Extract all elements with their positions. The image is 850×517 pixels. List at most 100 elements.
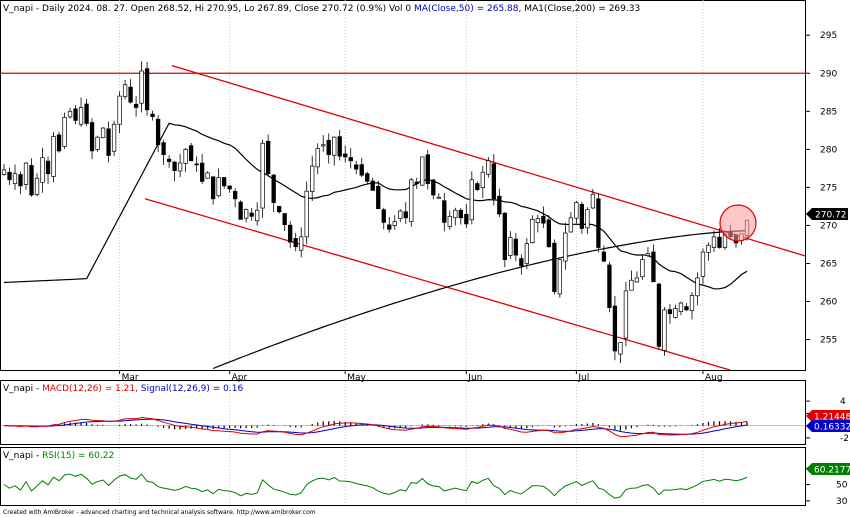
candle-body xyxy=(227,185,232,190)
candle-body xyxy=(122,84,128,97)
candle-body xyxy=(607,264,612,308)
candle-body xyxy=(67,110,73,118)
price-badge: 270.72 xyxy=(806,208,848,221)
price-tick-label: 280 xyxy=(820,145,837,155)
signal-line xyxy=(3,418,748,435)
candle-body xyxy=(414,181,419,184)
candle-body xyxy=(144,68,150,111)
candle-body xyxy=(221,177,227,187)
price-tick-label: 260 xyxy=(820,298,837,308)
main-header-prefix: V_napi - Daily 2024. 08. 27. Open 268.52… xyxy=(3,4,414,14)
candle-body xyxy=(535,218,541,223)
candle-body xyxy=(359,164,364,176)
rsi-line xyxy=(3,473,748,499)
month-label: May xyxy=(347,373,366,383)
candle-body xyxy=(7,171,12,181)
price-tick-label: 270 xyxy=(820,221,837,231)
candle-body xyxy=(717,236,722,248)
candle-body xyxy=(62,117,67,147)
candle-body xyxy=(502,212,507,261)
candle-body xyxy=(277,206,282,213)
candle-body xyxy=(552,242,557,292)
macd-header: V_napi - MACD(12,26) = 1.21, Signal(12,2… xyxy=(3,384,243,394)
candle-body xyxy=(288,224,293,243)
candle-body xyxy=(266,140,271,175)
candle-body xyxy=(612,305,618,352)
candle-body xyxy=(491,163,496,200)
main-header: V_napi - Daily 2024. 08. 27. Open 268.52… xyxy=(3,4,640,14)
price-tick-label: 265 xyxy=(820,259,837,269)
candle-body xyxy=(425,154,430,184)
candle-body xyxy=(111,123,117,152)
macd-badge-text: 1.21448 xyxy=(814,413,850,423)
rsi-header-prefix: V_napi - xyxy=(3,451,42,461)
candle-body xyxy=(95,136,100,150)
candle-body xyxy=(673,308,678,318)
candle-body xyxy=(706,244,711,253)
candle-body xyxy=(299,236,304,251)
candle-body xyxy=(194,163,199,166)
candle-body xyxy=(161,142,166,156)
candle-body xyxy=(183,148,188,164)
candle-body xyxy=(376,185,381,210)
candle-body xyxy=(84,103,89,124)
month-label: Aug xyxy=(705,373,723,383)
candle-body xyxy=(579,204,585,229)
candle-body xyxy=(618,342,623,355)
candle-body xyxy=(45,160,51,175)
candle-body xyxy=(249,212,254,217)
price-tick-label: 290 xyxy=(820,69,837,79)
grid-lines xyxy=(119,0,704,505)
rsi-tick-label: 30 xyxy=(836,497,848,507)
candle-body xyxy=(640,259,645,278)
candle-body xyxy=(546,219,552,248)
candle-body xyxy=(18,174,23,187)
candle-body xyxy=(282,213,287,226)
candlesticks xyxy=(1,61,750,363)
candle-body xyxy=(497,195,502,215)
candle-body xyxy=(78,107,84,125)
rsi-header: V_napi - RSI(15) = 60.22 xyxy=(3,451,114,461)
candle-body xyxy=(398,210,403,219)
candle-body xyxy=(354,164,359,170)
candle-body xyxy=(590,193,596,209)
candle-body xyxy=(667,309,673,315)
candle-body xyxy=(458,209,463,219)
candle-body xyxy=(530,218,535,244)
candle-body xyxy=(326,139,331,156)
price-tick-label: 285 xyxy=(820,107,837,117)
rsi-badge-text: 60.2177 xyxy=(814,466,850,476)
signal-badge-text: 0.16332 xyxy=(814,423,850,433)
candle-body xyxy=(51,136,56,177)
month-label: Jun xyxy=(467,373,482,383)
macd-tick-label: 4 xyxy=(840,397,846,407)
candle-body xyxy=(634,277,640,283)
candle-body xyxy=(310,165,315,192)
candle-body xyxy=(40,157,45,183)
macd-tick-label: -2 xyxy=(840,434,849,444)
price-tick-label: 275 xyxy=(820,183,837,193)
candle-body xyxy=(12,173,18,184)
x-axis-month-labels: Mar Apr May Jun Jul Aug xyxy=(122,373,723,383)
price-tick-label: 295 xyxy=(820,31,837,41)
main-header-ma50: MA(Close,50) = 265.88, xyxy=(414,4,521,14)
ma50-line-start xyxy=(3,278,87,284)
candle-body xyxy=(293,238,298,248)
candle-body xyxy=(645,253,651,256)
rsi-indicator xyxy=(3,473,748,499)
candle-body xyxy=(348,157,353,162)
candle-body xyxy=(656,283,662,347)
candle-body xyxy=(106,128,111,156)
candle-body xyxy=(155,118,161,146)
candle-body xyxy=(34,177,40,195)
candle-body xyxy=(139,70,144,104)
candle-body xyxy=(513,238,518,256)
macd-indicator xyxy=(1,416,805,438)
macd-header-macd: MACD(12,26) = 1.21, xyxy=(42,384,138,394)
price-pane-frame xyxy=(0,0,806,371)
candle-body xyxy=(563,232,568,262)
channel-lower-line xyxy=(144,198,731,371)
candle-body xyxy=(623,290,629,339)
candle-body xyxy=(332,136,337,156)
